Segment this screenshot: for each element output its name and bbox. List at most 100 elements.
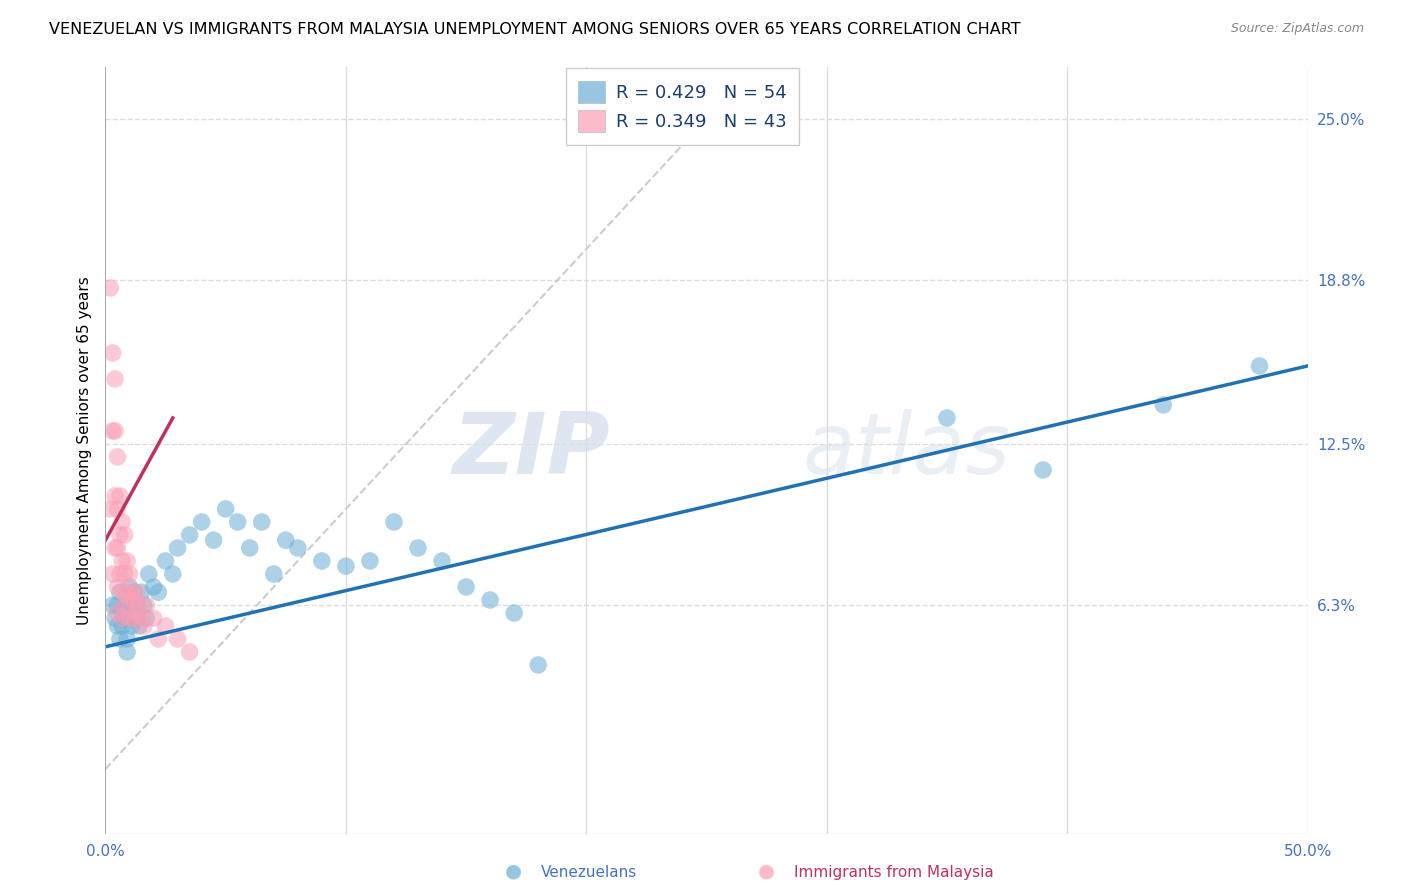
Point: [135, 598, 157, 612]
Point: [311, 554, 333, 568]
Point: [118, 580, 141, 594]
Point: [131, 611, 153, 625]
Point: [118, 566, 141, 581]
Point: [115, 632, 138, 646]
Point: [124, 611, 146, 625]
Text: atlas: atlas: [803, 409, 1011, 492]
Point: [239, 541, 262, 555]
Point: [125, 606, 148, 620]
Point: [118, 598, 141, 612]
Point: [125, 598, 148, 612]
Point: [125, 585, 148, 599]
Text: ●: ●: [505, 862, 522, 880]
Point: [479, 593, 502, 607]
Point: [142, 611, 165, 625]
Point: [202, 533, 225, 548]
Point: [107, 541, 129, 555]
Point: [406, 541, 429, 555]
Point: [111, 585, 134, 599]
Point: [121, 619, 143, 633]
Point: [101, 566, 124, 581]
Point: [108, 528, 131, 542]
Point: [124, 593, 146, 607]
Point: [98, 281, 121, 295]
Point: [114, 566, 136, 581]
Point: [155, 554, 177, 568]
Text: Immigrants from Malaysia: Immigrants from Malaysia: [794, 865, 994, 880]
Text: VENEZUELAN VS IMMIGRANTS FROM MALAYSIA UNEMPLOYMENT AMONG SENIORS OVER 65 YEARS : VENEZUELAN VS IMMIGRANTS FROM MALAYSIA U…: [49, 22, 1021, 37]
Text: Source: ZipAtlas.com: Source: ZipAtlas.com: [1230, 22, 1364, 36]
Point: [527, 658, 550, 673]
Point: [111, 619, 134, 633]
Point: [111, 606, 134, 620]
Point: [148, 632, 170, 646]
Point: [131, 585, 153, 599]
Point: [111, 515, 134, 529]
Point: [190, 515, 212, 529]
Point: [108, 585, 131, 599]
Point: [335, 559, 357, 574]
Point: [107, 502, 129, 516]
Point: [121, 585, 143, 599]
Point: [250, 515, 273, 529]
Point: [214, 502, 236, 516]
Point: [166, 541, 188, 555]
Point: [98, 502, 121, 516]
Point: [104, 541, 127, 555]
Point: [135, 611, 157, 625]
Point: [101, 598, 124, 612]
Point: [936, 411, 959, 425]
Point: [179, 645, 201, 659]
Point: [121, 598, 143, 612]
Point: [456, 580, 478, 594]
Point: [132, 619, 155, 633]
Point: [114, 611, 136, 625]
Point: [111, 554, 134, 568]
Point: [114, 598, 136, 612]
Point: [1152, 398, 1174, 412]
Point: [104, 372, 127, 386]
Point: [287, 541, 309, 555]
Point: [108, 489, 131, 503]
Point: [108, 566, 131, 581]
Point: [1032, 463, 1054, 477]
Point: [155, 619, 177, 633]
Point: [114, 528, 136, 542]
Point: [430, 554, 453, 568]
Point: [263, 566, 285, 581]
Point: [124, 585, 146, 599]
Point: [125, 611, 148, 625]
Point: [115, 554, 138, 568]
Point: [101, 424, 124, 438]
Point: [101, 346, 124, 360]
Point: [382, 515, 405, 529]
Point: [104, 424, 127, 438]
Point: [503, 606, 526, 620]
Point: [118, 593, 141, 607]
Point: [104, 611, 127, 625]
Point: [179, 528, 201, 542]
Point: [104, 489, 127, 503]
Text: ZIP: ZIP: [453, 409, 610, 492]
Point: [162, 566, 184, 581]
Point: [107, 619, 129, 633]
Point: [108, 632, 131, 646]
Point: [107, 580, 129, 594]
Point: [107, 450, 129, 464]
Point: [107, 598, 129, 612]
Point: [118, 611, 141, 625]
Point: [114, 598, 136, 612]
Point: [128, 598, 150, 612]
Legend: R = 0.429   N = 54, R = 0.349   N = 43: R = 0.429 N = 54, R = 0.349 N = 43: [565, 69, 800, 145]
Point: [128, 619, 150, 633]
Point: [148, 585, 170, 599]
Point: [107, 606, 129, 620]
Y-axis label: Unemployment Among Seniors over 65 years: Unemployment Among Seniors over 65 years: [76, 277, 91, 624]
Point: [359, 554, 381, 568]
Point: [132, 598, 155, 612]
Point: [115, 645, 138, 659]
Point: [111, 611, 134, 625]
Point: [1249, 359, 1271, 373]
Point: [138, 566, 160, 581]
Point: [274, 533, 297, 548]
